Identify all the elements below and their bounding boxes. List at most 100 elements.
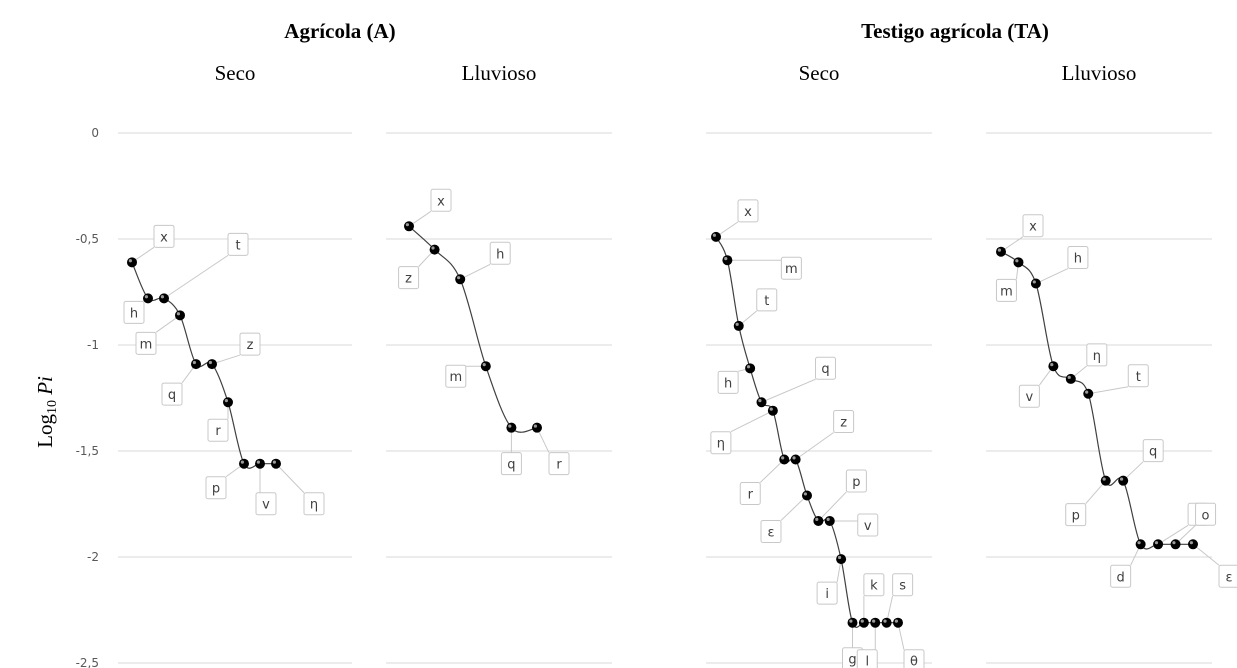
y-tick-label: -1 [87,338,99,352]
point-label: m [449,370,462,385]
data-point-highlight [1172,541,1176,545]
data-point-highlight [272,460,276,464]
data-point [847,617,858,628]
data-point-highlight [872,619,876,623]
point-label-box [863,573,885,597]
data-point-highlight [758,399,762,403]
data-point [223,397,233,408]
panel-title: Lluvioso [1062,61,1137,85]
data-point-highlight [508,424,512,428]
point-label-box [489,241,511,265]
label-leader [818,491,847,522]
point-label: η [310,498,318,513]
point-label-box [123,300,145,324]
data-point [996,246,1006,257]
point-label-box [135,331,157,355]
data-point-highlight [533,424,538,428]
point-label-box [710,431,732,455]
point-label: h [130,306,138,321]
data-point [722,255,733,266]
point-label: q [821,362,829,377]
data-point [143,293,153,304]
data-point-highlight [792,456,796,460]
data-point [1013,257,1024,268]
point-label-box [398,266,420,290]
point-label: r [748,487,754,502]
point-label: r [556,458,562,473]
point-label-box [717,370,739,394]
point-label: o [1202,508,1210,523]
point-label: ε [767,526,774,541]
data-point-highlight [1067,375,1071,379]
data-point [767,405,778,416]
data-point [711,231,721,242]
series-line [131,262,276,469]
data-point [127,257,137,268]
data-point-highlight [208,360,212,365]
point-label: r [215,424,221,439]
point-label: h [1074,252,1082,267]
data-point [824,515,835,526]
point-label: d [1117,570,1125,585]
data-point [404,221,414,232]
label-leader [459,263,491,280]
data-point [532,422,542,433]
point-label-box [205,476,227,500]
data-point-highlight [746,365,751,369]
data-point-highlight [997,248,1002,252]
y-tick-label: -2,5 [76,656,99,668]
data-point-highlight [405,223,409,227]
data-point-highlight [860,619,864,623]
point-label-box [1018,384,1040,408]
point-label: q [1149,445,1157,460]
point-label: t [235,238,240,253]
y-axis-label-subscript: 10 [45,400,60,414]
point-label-box [1022,214,1044,238]
point-label-box [239,332,261,356]
y-axis-label: Log10 Pi [33,376,60,448]
data-point [239,458,249,469]
data-point-highlight [781,456,785,460]
data-point-highlight [815,517,819,521]
point-label-box [207,418,229,442]
data-point-highlight [826,517,830,521]
titles: Agrícola (A) Testigo agrícola (TA) Seco Llu… [215,19,1137,85]
data-point-highlight [431,246,435,250]
data-point [870,617,881,628]
data-point [813,515,824,526]
y-tick-label: -1,5 [76,444,99,458]
point-label-box [153,224,175,248]
data-point-highlight [803,492,808,496]
point-label-box [995,278,1017,302]
data-point-highlight [883,619,887,623]
data-point-highlight [224,399,228,403]
point-label: z [247,338,254,353]
series-line [715,236,898,628]
point-labels: x h t m q z r p v η x z h m q r x m t h q η r z ε p v i g k l s θ x m h v η t p… [123,188,1237,668]
data-point [1048,361,1059,372]
point-label: t [764,294,769,309]
point-label-box [227,232,249,256]
y-tick-label: -0,5 [76,232,99,246]
data-point [790,454,801,465]
point-label-box [1065,503,1087,527]
point-label-box [548,452,570,476]
point-label: i [825,587,829,602]
point-label-box [1142,439,1164,463]
data-point-highlight [192,360,196,365]
point-label-box [1086,343,1108,367]
data-point-highlight [457,276,461,280]
label-leader [761,378,816,403]
gridlines [118,132,1212,664]
data-point-highlight [1119,477,1124,481]
data-points [127,221,1198,628]
point-label: x [1029,220,1037,235]
point-label-box [430,188,452,212]
data-point [1170,539,1181,550]
data-point-highlight [1032,280,1036,284]
point-label: η [1093,349,1101,364]
point-label: q [168,388,176,403]
point-label-box [856,649,878,668]
point-label-box [255,492,277,516]
data-point-highlight [837,555,842,560]
